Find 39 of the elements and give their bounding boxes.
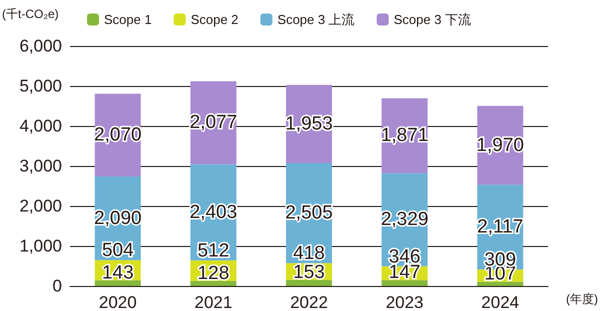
bar — [190, 280, 236, 286]
data-label: 1,953 — [285, 113, 333, 134]
x-tick-label: 2020 — [98, 293, 137, 311]
legend-label: Scope 1 — [104, 12, 152, 27]
data-label: 143 — [102, 262, 134, 284]
data-label: 1,970 — [476, 134, 524, 156]
x-tick-label: 2024 — [481, 293, 520, 311]
data-label: 2,117 — [477, 216, 524, 238]
bar — [477, 282, 524, 286]
bar — [382, 280, 428, 286]
data-label: 1,871 — [380, 125, 428, 146]
data-label: 504 — [102, 240, 134, 262]
y-tick-label: 5,000 — [19, 76, 62, 96]
x-tick-label: 2021 — [194, 293, 232, 311]
data-label: 128 — [198, 262, 230, 284]
y-axis-title: (千t-CO₂e) — [2, 7, 59, 21]
x-axis-title: (年度) — [566, 292, 598, 306]
x-tick-label: 2022 — [290, 293, 328, 311]
data-label: 2,077 — [190, 112, 238, 134]
x-tick-label: 2023 — [386, 293, 424, 311]
data-label: 2,505 — [285, 202, 333, 224]
y-tick-label: 4,000 — [19, 116, 62, 136]
data-label: 418 — [293, 243, 325, 264]
data-label: 153 — [293, 262, 325, 283]
data-label: 2,090 — [94, 208, 142, 229]
data-label: 2,329 — [380, 209, 428, 230]
y-tick-label: 2,000 — [19, 196, 62, 216]
data-label: 512 — [198, 240, 230, 262]
y-tick-label: 6,000 — [19, 36, 62, 56]
legend-label: Scope 3 上流 — [277, 12, 355, 27]
data-label: 2,403 — [190, 202, 238, 223]
y-tick-label: 0 — [52, 276, 62, 296]
data-label: 2,070 — [94, 124, 142, 146]
legend-label: Scope 3 下流 — [394, 12, 472, 27]
bar — [94, 280, 141, 286]
y-tick-label: 1,000 — [19, 236, 62, 256]
bar — [286, 280, 332, 286]
legend-label: Scope 2 — [190, 12, 238, 27]
y-tick-label: 3,000 — [19, 156, 62, 176]
